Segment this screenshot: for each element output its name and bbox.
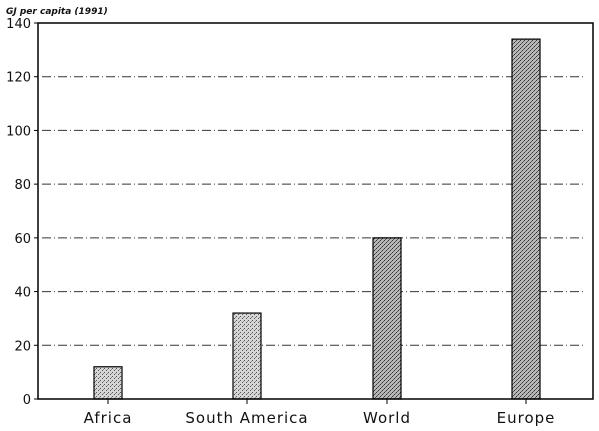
- y-tick-label: 80: [14, 178, 31, 193]
- y-tick-label: 120: [6, 71, 31, 86]
- y-axis-label: GJ per capita (1991): [6, 7, 108, 17]
- x-tick-label: Africa: [84, 409, 133, 427]
- x-tick-labels: Africa South America World Europe: [84, 399, 556, 427]
- x-tick-label: World: [363, 409, 411, 427]
- x-tick-label: South America: [185, 409, 308, 427]
- gridlines: [42, 76, 585, 346]
- bar-europe: [511, 38, 541, 400]
- bar-south-america: [232, 312, 262, 400]
- y-tick-label: 60: [14, 232, 31, 247]
- y-tick-label: 20: [14, 339, 31, 354]
- y-tick-label: 140: [6, 17, 31, 32]
- plot-frame: [37, 22, 594, 400]
- y-tick-labels: 0 20 40 60 80 100 120 140: [6, 17, 38, 408]
- y-tick-label: 0: [23, 393, 31, 408]
- y-tick-label: 40: [14, 286, 31, 301]
- bar-world: [372, 237, 402, 400]
- y-tick-label: 100: [6, 124, 31, 139]
- bar-africa: [93, 366, 123, 400]
- x-tick-label: Europe: [497, 409, 556, 427]
